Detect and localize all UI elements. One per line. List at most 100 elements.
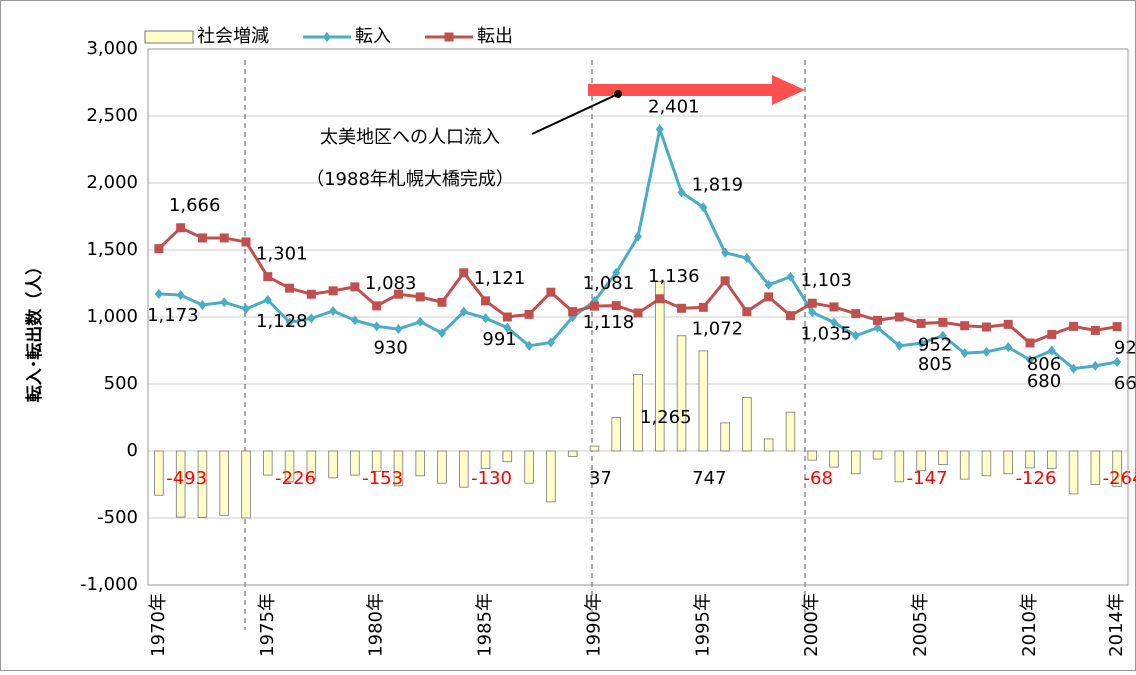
marker <box>829 302 839 312</box>
bar <box>720 422 730 452</box>
marker <box>677 303 687 313</box>
marker <box>220 297 229 308</box>
bar <box>938 450 948 465</box>
data-label: 991 <box>482 329 516 350</box>
bar <box>219 450 229 516</box>
marker <box>1026 354 1034 365</box>
bar <box>371 450 382 472</box>
data-label: 952 <box>918 334 952 355</box>
bar <box>785 411 796 452</box>
marker <box>698 302 708 312</box>
x-tick-label: 2000年 <box>801 593 822 657</box>
marker <box>982 346 991 357</box>
marker <box>219 233 229 243</box>
marker <box>1069 363 1078 374</box>
bar <box>524 450 534 484</box>
bar <box>1047 450 1057 469</box>
bar <box>1003 450 1013 475</box>
marker <box>416 316 425 327</box>
marker <box>241 237 251 247</box>
data-label: 928 <box>1114 338 1136 359</box>
data-label: 805 <box>918 354 952 375</box>
marker <box>655 124 664 135</box>
marker <box>851 330 860 341</box>
marker <box>1113 357 1122 368</box>
marker <box>263 294 272 305</box>
marker <box>808 307 817 318</box>
marker <box>176 223 186 233</box>
marker <box>1069 321 1079 331</box>
marker <box>328 286 338 296</box>
data-label: 664 <box>1114 373 1136 394</box>
y-tick-label: 1,500 <box>86 239 138 260</box>
marker <box>459 268 469 278</box>
data-label: -126 <box>1016 468 1057 489</box>
x-tick-label: 2010年 <box>1019 593 1040 657</box>
marker <box>764 292 774 302</box>
x-tick-label: 1990年 <box>583 593 604 657</box>
marker <box>242 303 250 314</box>
marker <box>917 338 926 349</box>
marker <box>960 321 970 331</box>
bar <box>633 374 643 452</box>
data-label: 1,128 <box>256 311 308 332</box>
marker <box>721 247 730 258</box>
bar <box>437 450 447 484</box>
y-tick-label: 3,000 <box>86 38 138 59</box>
bar <box>350 450 360 476</box>
marker <box>938 317 948 327</box>
data-label: -153 <box>362 468 403 489</box>
x-tick-label: 1995年 <box>692 593 713 657</box>
bar <box>415 450 425 477</box>
data-label: 747 <box>692 468 726 489</box>
bar <box>611 417 621 452</box>
legend: 社会増減 転入 転出 <box>144 26 513 47</box>
y-tick-label: 500 <box>104 373 138 394</box>
legend-label: 転出 <box>477 26 513 47</box>
y-axis-label: 転入･転出数（人） <box>24 258 45 403</box>
data-label: 1,173 <box>147 305 199 326</box>
marker <box>589 301 599 311</box>
bar <box>263 450 273 476</box>
marker <box>786 271 795 282</box>
bar <box>502 450 513 463</box>
marker <box>611 301 621 311</box>
bar <box>742 396 752 452</box>
legend-swatch <box>444 32 454 42</box>
marker <box>154 244 164 254</box>
bar <box>981 450 992 477</box>
marker <box>916 318 926 328</box>
x-tick-label: 1970年 <box>148 593 169 657</box>
marker <box>481 313 490 324</box>
bar <box>1090 450 1101 485</box>
marker <box>677 187 686 198</box>
y-tick-label: 2,500 <box>86 105 138 126</box>
marker <box>481 296 491 306</box>
marker <box>938 330 947 341</box>
marker <box>981 322 991 332</box>
bar <box>807 450 817 461</box>
marker <box>742 307 752 317</box>
marker <box>285 317 294 328</box>
data-label: 37 <box>589 468 612 489</box>
bar <box>851 450 861 475</box>
bar <box>393 450 404 487</box>
data-label: 680 <box>1027 371 1061 392</box>
marker <box>1003 319 1013 329</box>
data-label: 1,121 <box>474 268 526 289</box>
data-label: -147 <box>907 468 948 489</box>
data-label: 1,118 <box>583 312 635 333</box>
legend-label: 転入 <box>355 26 391 47</box>
bar <box>154 450 164 496</box>
marker <box>393 289 403 299</box>
bar <box>655 281 665 452</box>
data-label: -68 <box>804 468 833 489</box>
x-tick-label: 1980年 <box>366 593 387 657</box>
marker <box>699 202 708 213</box>
y-tick-label: 1,000 <box>86 306 138 327</box>
data-label: -226 <box>275 468 316 489</box>
marker <box>372 301 382 311</box>
data-label: -493 <box>166 468 207 489</box>
marker <box>306 289 316 299</box>
